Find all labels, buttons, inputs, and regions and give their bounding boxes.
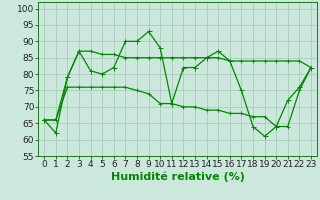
X-axis label: Humidité relative (%): Humidité relative (%): [111, 172, 244, 182]
